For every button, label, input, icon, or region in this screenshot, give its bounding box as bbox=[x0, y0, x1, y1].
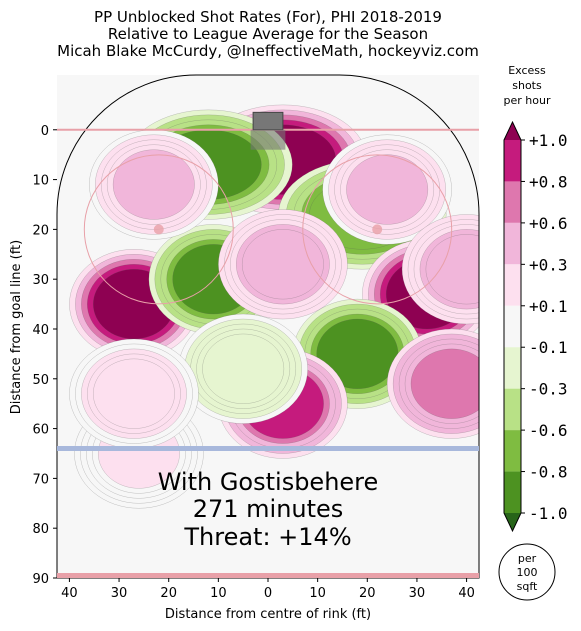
colorbar-tick-label: -0.6 bbox=[529, 421, 568, 440]
unit-badge-line-2: 100 bbox=[517, 566, 538, 579]
colorbar-segment bbox=[504, 264, 521, 306]
y-tick-label: 80 bbox=[32, 522, 49, 537]
y-axis-label: Distance from goal line (ft) bbox=[9, 240, 24, 414]
annotation-line-1: With Gostisbehere bbox=[158, 468, 379, 496]
faceoff-circle bbox=[302, 154, 453, 305]
colorbar-tick-label: +0.6 bbox=[529, 214, 568, 233]
heat-region bbox=[218, 209, 348, 320]
colorbar-tick-label: -0.3 bbox=[529, 380, 568, 399]
y-tick-label: 20 bbox=[32, 223, 49, 238]
x-axis-ticks: 40 30 20 10 0 10 20 30 40 bbox=[61, 578, 475, 601]
colorbar-segment bbox=[504, 305, 521, 348]
faceoff-dot bbox=[153, 224, 164, 235]
rink-markings bbox=[56, 74, 480, 579]
chart-title-line-3: Micah Blake McCurdy, @IneffectiveMath, h… bbox=[57, 42, 479, 60]
rink-outline bbox=[56, 74, 480, 579]
y-tick-label: 90 bbox=[32, 572, 49, 587]
y-tick-label: 10 bbox=[32, 174, 49, 189]
x-tick-label: 30 bbox=[409, 586, 426, 601]
goal-net bbox=[252, 111, 284, 131]
colorbar-tick-label: +0.8 bbox=[529, 172, 568, 191]
colorbar-tick-label: -0.8 bbox=[529, 463, 568, 482]
y-tick-label: 0 bbox=[41, 124, 49, 139]
colorbar-segment bbox=[504, 471, 521, 513]
x-tick-label: 0 bbox=[264, 586, 272, 601]
chart-title-line-2: Relative to League Average for the Seaso… bbox=[108, 25, 428, 43]
colorbar-title-3: per hour bbox=[504, 94, 551, 107]
y-tick-label: 50 bbox=[32, 373, 49, 388]
colorbar-segment bbox=[504, 222, 521, 265]
goal-crease bbox=[250, 129, 286, 150]
colorbar-tick-label: +0.1 bbox=[529, 297, 568, 316]
heat-region bbox=[386, 328, 479, 439]
unit-badge-line-1: per bbox=[518, 552, 537, 565]
x-tick-label: 40 bbox=[458, 586, 475, 601]
colorbar-tick-label: +0.3 bbox=[529, 255, 568, 274]
heat-region bbox=[69, 338, 199, 449]
colorbar-title-1: Excess bbox=[508, 64, 546, 77]
heat-region bbox=[322, 134, 452, 245]
x-tick-label: 10 bbox=[309, 586, 326, 601]
x-tick-label: 30 bbox=[111, 586, 128, 601]
colorbar-tick-label: -0.1 bbox=[529, 338, 568, 357]
heat-contour bbox=[425, 234, 479, 305]
faceoff-circle bbox=[83, 154, 234, 305]
x-tick-label: 20 bbox=[160, 586, 177, 601]
colorbar-tick-label: +1.0 bbox=[529, 131, 568, 150]
colorbar-arrow-top bbox=[504, 122, 521, 140]
heat-region bbox=[178, 313, 308, 424]
faceoff-dot bbox=[372, 224, 383, 235]
colorbar-segment bbox=[504, 388, 521, 431]
colorbar-segment bbox=[504, 347, 521, 389]
y-axis-ticks: 0 10 20 30 40 50 60 70 80 90 bbox=[32, 124, 57, 587]
heat-contour bbox=[112, 149, 195, 220]
annotation-line-2: 271 minutes bbox=[193, 495, 344, 523]
x-tick-label: 20 bbox=[359, 586, 376, 601]
y-tick-label: 70 bbox=[32, 472, 49, 487]
annotation-line-3: Threat: +14% bbox=[183, 523, 351, 551]
heat-contour bbox=[202, 333, 285, 404]
colorbar-arrow-bottom bbox=[504, 513, 521, 531]
heat-contour bbox=[346, 154, 429, 225]
heat-contour bbox=[241, 229, 324, 300]
chart-title-line-1: PP Unblocked Shot Rates (For), PHI 2018-… bbox=[94, 8, 442, 26]
heat-region bbox=[89, 129, 219, 240]
heat-contour bbox=[410, 348, 479, 419]
colorbar: +1.0 +0.8 +0.6 +0.3 +0.1 -0.1 -0.3 -0.6 -0.8 -1.0 bbox=[503, 120, 568, 533]
x-tick-label: 10 bbox=[210, 586, 227, 601]
colorbar-tick-label: -1.0 bbox=[529, 504, 568, 523]
colorbar-segment bbox=[504, 430, 521, 472]
y-tick-label: 30 bbox=[32, 273, 49, 288]
heat-region bbox=[401, 214, 479, 325]
x-axis-label: Distance from centre of rink (ft) bbox=[165, 607, 371, 622]
unit-badge bbox=[498, 543, 556, 601]
colorbar-segment bbox=[504, 140, 521, 182]
colorbar-title-2: shots bbox=[512, 79, 542, 92]
heat-contour bbox=[92, 358, 175, 429]
colorbar-segment bbox=[504, 181, 521, 223]
y-tick-label: 60 bbox=[32, 423, 49, 438]
y-tick-label: 40 bbox=[32, 323, 49, 338]
unit-badge-line-3: sqft bbox=[517, 580, 538, 593]
x-tick-label: 40 bbox=[61, 586, 78, 601]
